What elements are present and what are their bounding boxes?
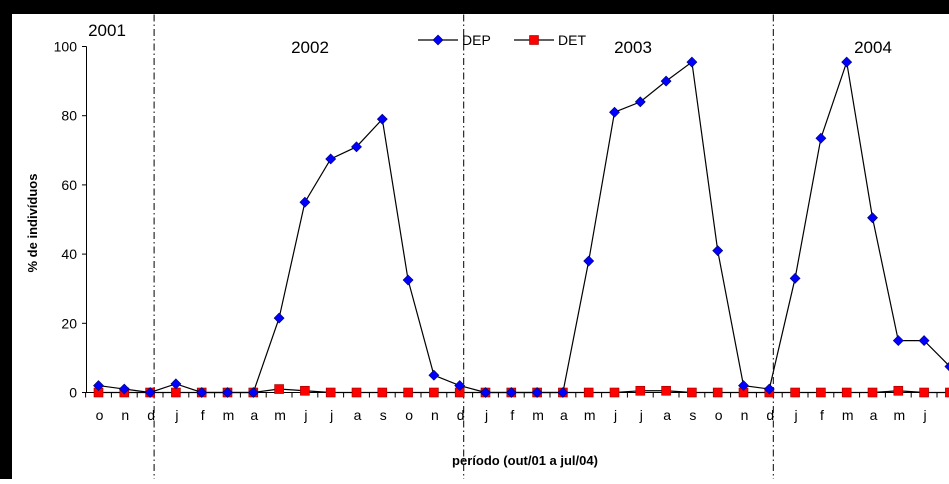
- y-axis-title: % de indivíduos: [25, 174, 40, 273]
- point-det: [945, 388, 949, 397]
- point-det: [326, 388, 335, 397]
- x-tick-label: s: [689, 407, 696, 423]
- x-tick-label: j: [613, 407, 617, 423]
- point-det: [687, 388, 696, 397]
- y-tick-label: 80: [61, 108, 77, 124]
- point-det: [868, 388, 877, 397]
- point-det: [171, 388, 180, 397]
- x-tick-label: n: [431, 407, 439, 423]
- x-tick-label: j: [484, 407, 488, 423]
- top-border: [0, 0, 949, 14]
- point-det: [584, 388, 593, 397]
- x-tick-label: o: [96, 407, 104, 423]
- point-det: [610, 388, 619, 397]
- year-label: 2004: [854, 38, 892, 57]
- x-tick-label: m: [532, 407, 544, 423]
- x-tick-label: a: [354, 407, 362, 423]
- y-tick-label: 0: [69, 385, 77, 401]
- point-det: [275, 385, 284, 394]
- x-tick-label: s: [380, 407, 387, 423]
- y-tick-label: 60: [61, 177, 77, 193]
- x-tick-label: m: [223, 407, 235, 423]
- point-det: [300, 386, 309, 395]
- point-det: [894, 386, 903, 395]
- x-tick-label: d: [766, 407, 774, 423]
- x-tick-label: f: [820, 407, 824, 423]
- point-det: [662, 386, 671, 395]
- x-tick-label: a: [870, 407, 878, 423]
- legend-label: DEP: [462, 32, 491, 48]
- y-tick-label: 100: [54, 39, 78, 55]
- x-tick-label: f: [510, 407, 514, 423]
- x-tick-label: m: [893, 407, 905, 423]
- y-tick-label: 40: [61, 246, 77, 262]
- x-tick-label: j: [329, 407, 333, 423]
- x-tick-label: n: [121, 407, 129, 423]
- x-tick-label: d: [457, 407, 465, 423]
- x-tick-label: j: [639, 407, 643, 423]
- year-label: 2002: [291, 38, 329, 57]
- x-axis-title: período (out/01 a jul/04): [452, 453, 598, 468]
- x-tick-label: f: [201, 407, 205, 423]
- point-det: [404, 388, 413, 397]
- year-label: 2001: [88, 21, 126, 40]
- x-tick-label: m: [274, 407, 286, 423]
- point-det: [920, 388, 929, 397]
- year-label: 2003: [614, 38, 652, 57]
- point-det: [791, 388, 800, 397]
- x-tick-label: a: [250, 407, 258, 423]
- point-det: [352, 388, 361, 397]
- point-det: [842, 388, 851, 397]
- x-tick-label: n: [741, 407, 749, 423]
- point-det: [636, 386, 645, 395]
- x-tick-label: m: [842, 407, 854, 423]
- point-det: [713, 388, 722, 397]
- x-tick-label: o: [715, 407, 723, 423]
- point-det: [816, 388, 825, 397]
- x-tick-label: m: [584, 407, 596, 423]
- point-det: [378, 388, 387, 397]
- x-tick-label: j: [303, 407, 307, 423]
- legend-label: DET: [558, 32, 586, 48]
- point-det: [530, 36, 539, 45]
- x-tick-label: a: [560, 407, 568, 423]
- left-border: [0, 0, 12, 479]
- point-det: [429, 388, 438, 397]
- x-tick-label: j: [794, 407, 798, 423]
- x-tick-label: d: [147, 407, 155, 423]
- x-tick-label: j: [174, 407, 178, 423]
- x-tick-label: a: [663, 407, 671, 423]
- y-tick-label: 20: [61, 315, 77, 331]
- x-tick-label: o: [405, 407, 413, 423]
- x-tick-label: j: [923, 407, 927, 423]
